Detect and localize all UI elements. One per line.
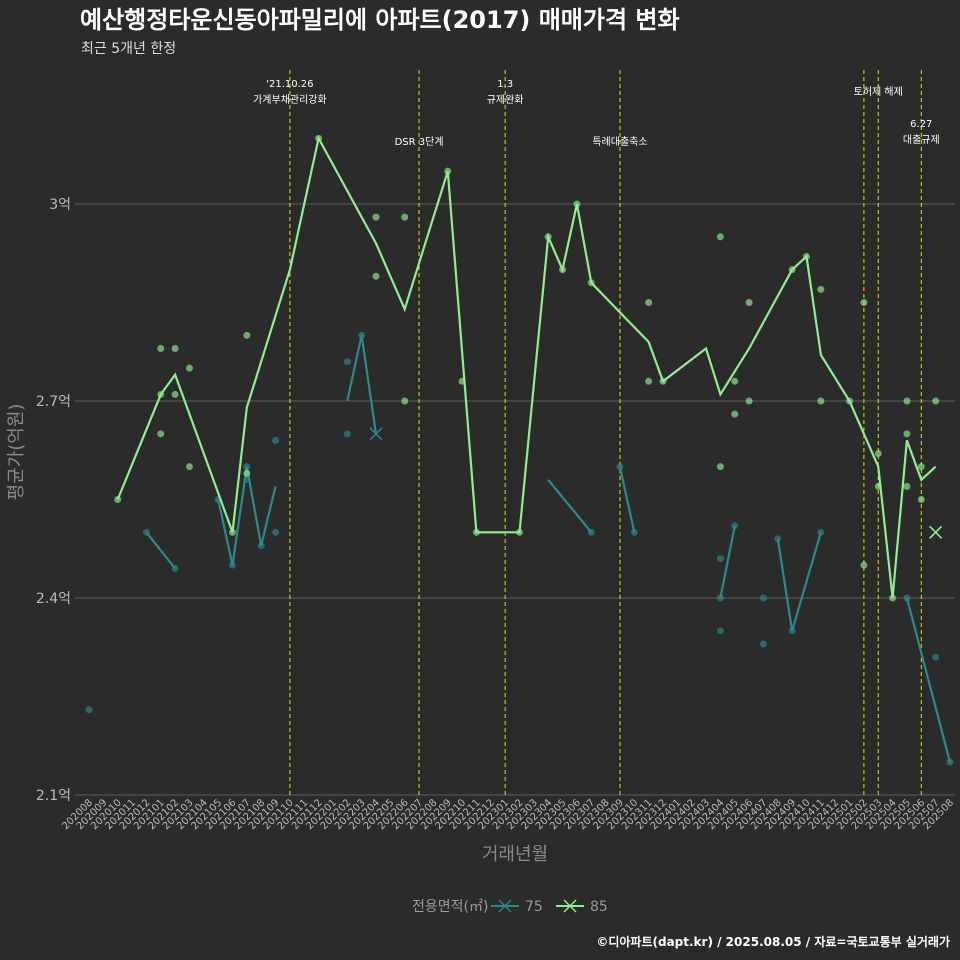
legend-key-marker [563, 899, 577, 913]
data-point [716, 463, 724, 471]
data-point [157, 430, 165, 438]
legend: 전용면적(㎡) 75 85 [412, 899, 608, 915]
data-point [401, 213, 409, 221]
data-point [759, 640, 767, 648]
mean-marker [369, 427, 383, 441]
data-point [903, 397, 911, 405]
series-line [217, 466, 277, 566]
data-point [903, 430, 911, 438]
legend-label: 85 [590, 899, 608, 915]
event-label: 6.27 [910, 119, 932, 130]
data-point [860, 561, 868, 569]
event-label: DSR 3단계 [395, 136, 444, 148]
data-point [243, 331, 251, 339]
data-point [745, 299, 753, 306]
data-point [731, 377, 739, 385]
data-point [745, 397, 753, 405]
data-point [759, 594, 767, 602]
event-label: '21.10.26 [266, 79, 313, 90]
event-label: 대출규제 [903, 134, 940, 146]
data-point [372, 213, 380, 221]
event-label: 1.3 [497, 79, 513, 90]
x-axis-ticks: 2020082020092020102020112020122021012021… [60, 797, 956, 832]
data-point [716, 627, 724, 635]
y-tick-label: 2.4억 [36, 591, 71, 607]
data-point [343, 430, 351, 438]
data-point [731, 522, 739, 530]
series-line [346, 335, 378, 434]
data-point [272, 436, 280, 444]
data-point [171, 390, 179, 398]
series-line [905, 597, 952, 763]
source-caption: ©디아파트(dapt.kr) / 2025.08.05 / 자료=국토교통부 실… [596, 934, 950, 949]
data-point [903, 482, 911, 490]
chart-subtitle: 최근 5개년 한정 [81, 41, 176, 57]
series-layer [85, 134, 954, 766]
data-point [185, 364, 193, 372]
y-axis-ticks: 2.1억 2.4억 2.7억 3억 [36, 197, 71, 804]
data-point [817, 397, 825, 405]
data-point [85, 706, 93, 714]
event-label: 특례대출축소 [592, 136, 647, 148]
data-point [731, 410, 739, 418]
series-line [618, 466, 636, 533]
event-label: 규제완화 [487, 94, 524, 106]
y-axis-title: 평균가(억원) [6, 404, 27, 501]
data-point [874, 450, 882, 458]
series-line [547, 479, 593, 533]
series-line [719, 525, 736, 599]
data-point [401, 397, 409, 405]
data-point [272, 528, 280, 536]
data-point [716, 233, 724, 241]
event-label: 토허제 해제 [854, 85, 903, 98]
data-point [917, 496, 925, 503]
data-point [343, 358, 351, 366]
event-label: 가계부채관리강화 [253, 94, 327, 106]
data-point [630, 528, 638, 536]
mean-marker [929, 525, 943, 539]
gridlines [75, 203, 955, 796]
data-point [171, 344, 179, 352]
data-point [860, 299, 868, 306]
data-point [616, 463, 624, 471]
series-75 [85, 331, 954, 766]
series-85 [114, 134, 943, 602]
y-tick-label: 2.7억 [36, 394, 71, 410]
legend-key-marker [498, 899, 512, 913]
y-tick-label: 3억 [49, 197, 71, 213]
data-point [243, 469, 251, 477]
data-point [716, 555, 724, 563]
data-point [645, 299, 653, 306]
series-line [116, 135, 937, 599]
series-line [145, 531, 176, 570]
data-point [645, 377, 653, 385]
series-line [776, 531, 822, 632]
y-tick-label: 2.1억 [36, 788, 71, 804]
chart-title: 예산행정타운신동아파밀리에 아파트(2017) 매매가격 변화 [80, 6, 680, 34]
x-axis-title: 거래년월 [482, 844, 548, 865]
data-point [185, 463, 193, 471]
data-point [932, 397, 940, 405]
legend-title: 전용면적(㎡) [412, 899, 488, 915]
data-point [372, 272, 380, 280]
data-point [932, 653, 940, 661]
legend-label: 75 [525, 899, 543, 915]
data-point [817, 285, 825, 293]
data-point [917, 463, 925, 471]
data-point [157, 344, 165, 352]
